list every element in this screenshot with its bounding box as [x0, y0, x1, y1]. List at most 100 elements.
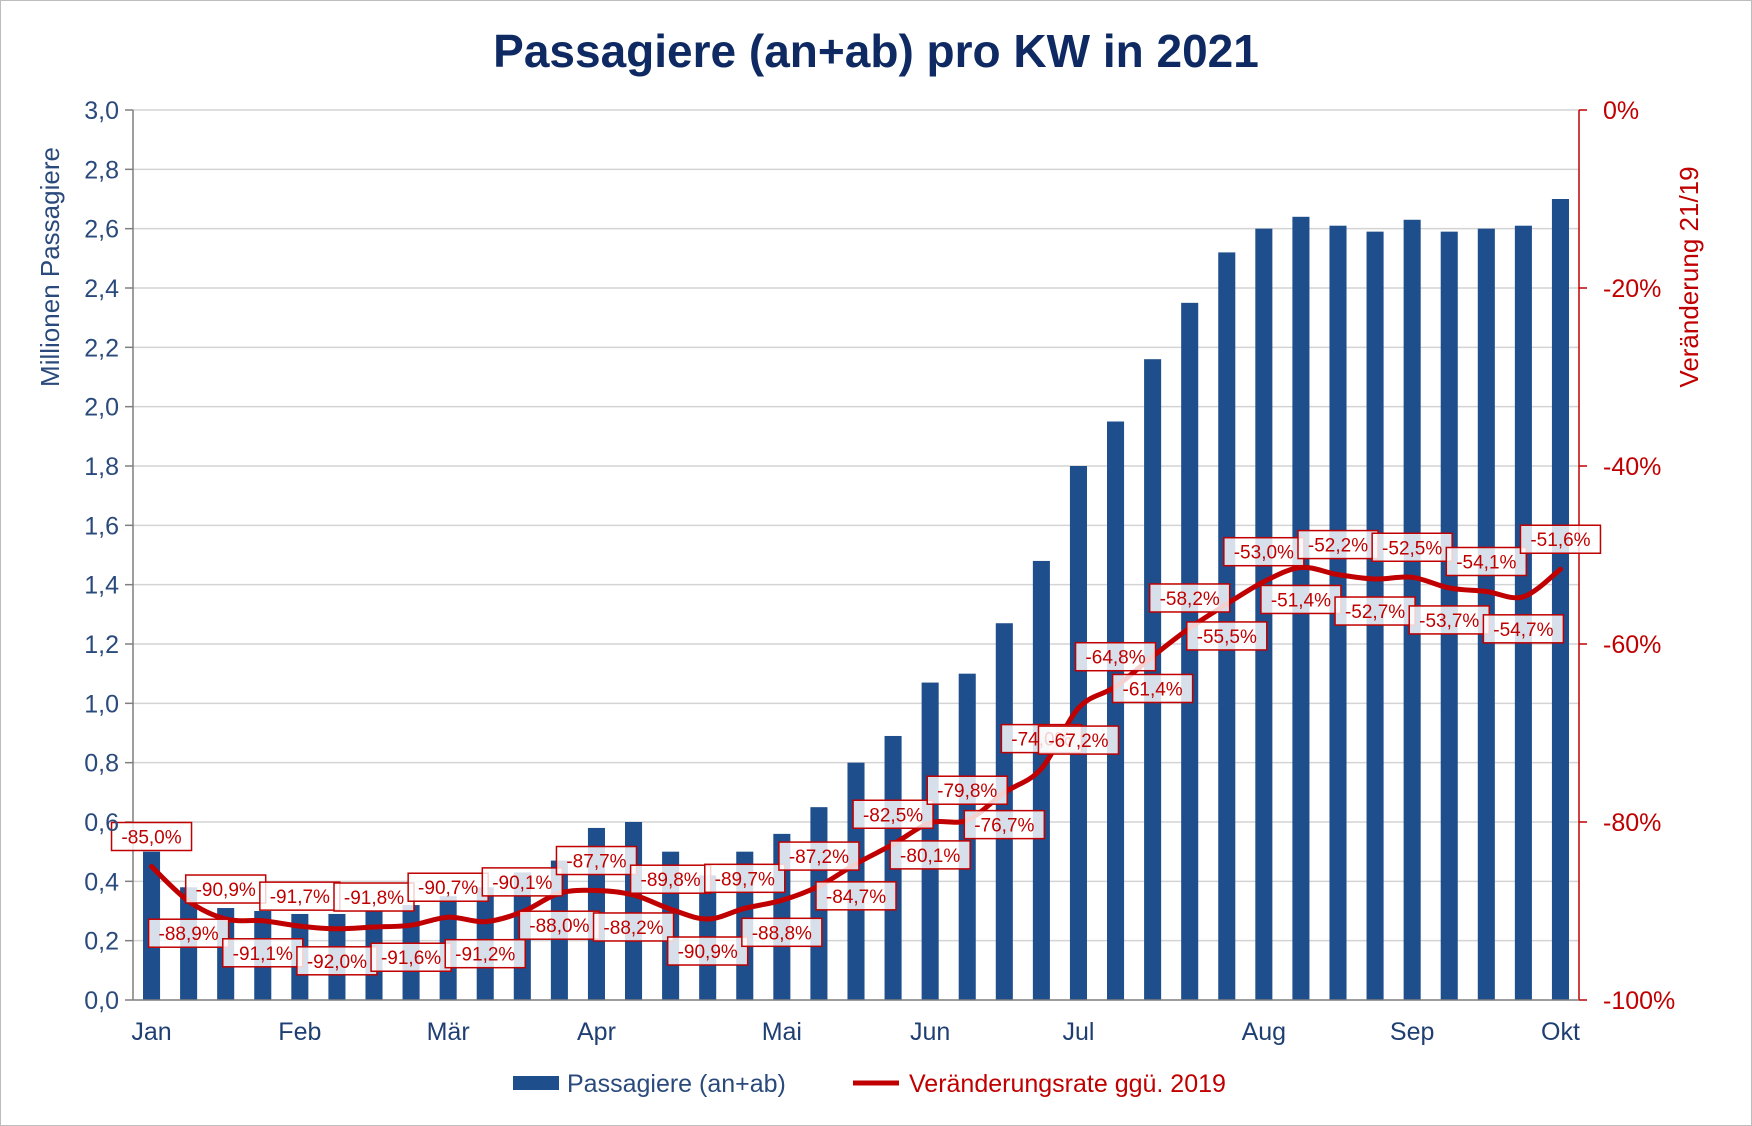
data-label: -54,7% [1482, 614, 1565, 644]
data-label-text: -90,9% [678, 942, 738, 963]
axes [125, 109, 1587, 1001]
data-label: -89,7% [704, 863, 786, 894]
chart-title: Passagiere (an+ab) pro KW in 2021 [493, 25, 1259, 77]
data-label: -91,2% [444, 938, 526, 969]
y-tick-label-left: 0,8 [84, 750, 119, 778]
data-label-text: -52,2% [1308, 536, 1368, 557]
data-label: -87,2% [778, 841, 860, 871]
y-tick-label-left: 2,8 [84, 156, 119, 184]
data-label-box [333, 882, 415, 912]
data-label-box [444, 938, 526, 969]
data-label-text: -90,9% [196, 880, 256, 901]
data-label: -67,2% [1037, 725, 1120, 755]
legend-label-bar: Passagiere (an+ab) [567, 1070, 786, 1098]
data-label: -76,7% [963, 809, 1046, 840]
data-label: -54,1% [1445, 546, 1528, 577]
data-label-box [1371, 532, 1453, 562]
data-label-text: -85,0% [121, 828, 181, 849]
data-label-box [555, 845, 638, 876]
data-label-text: -79,8% [937, 781, 997, 802]
y-tick-label-left: 0,6 [84, 809, 119, 837]
data-label: -91,1% [222, 938, 304, 968]
x-tick-label: Okt [1541, 1018, 1580, 1046]
data-label-box [184, 874, 267, 904]
y-tick-label-left: 0,4 [84, 868, 119, 896]
data-label-text: -89,7% [715, 869, 775, 890]
data-label-text: -91,8% [344, 888, 404, 909]
data-label: -82,5% [852, 799, 934, 829]
data-label: -91,7% [259, 881, 341, 911]
data-label-text: -87,7% [566, 852, 626, 873]
data-label: -87,7% [555, 845, 638, 876]
data-label-box [1482, 614, 1565, 644]
data-label: -88,8% [741, 917, 823, 948]
bar [1255, 228, 1273, 1000]
data-label-text: -88,2% [603, 918, 663, 939]
y-tick-label-right: -40% [1603, 453, 1661, 481]
data-label-text: -90,7% [418, 878, 478, 899]
data-label: -52,5% [1371, 532, 1453, 562]
x-tick-label: Aug [1242, 1018, 1286, 1046]
data-label-text: -51,4% [1271, 590, 1331, 611]
data-label-box [259, 881, 341, 911]
data-label-text: -52,7% [1345, 602, 1405, 623]
x-tick-label: Feb [278, 1018, 321, 1046]
data-label-box [296, 946, 378, 976]
y-tick-label-right: -20% [1603, 275, 1661, 303]
data-label-text: -67,2% [1048, 731, 1108, 752]
x-tick-label: Sep [1390, 1018, 1434, 1046]
data-label-text: -89,8% [641, 870, 701, 891]
y-tick-label-left: 3,0 [84, 97, 119, 125]
data-label: -51,4% [1260, 584, 1342, 615]
y-axis-title-left: Millionen Passagiere [35, 147, 65, 387]
bar [1107, 421, 1125, 1000]
legend-label-line: Veränderungsrate ggü. 2019 [909, 1070, 1226, 1098]
data-label-box [852, 799, 934, 829]
data-label-box [778, 841, 860, 871]
data-label: -88,0% [518, 910, 601, 940]
y-tick-label-left: 1,2 [84, 631, 119, 659]
data-label-box [963, 809, 1046, 840]
data-label-text: -82,5% [863, 805, 923, 826]
bar [1181, 302, 1199, 1000]
x-tick-label: Mär [427, 1018, 470, 1046]
data-label: -90,1% [481, 867, 564, 897]
x-tick-label: Apr [577, 1018, 616, 1046]
y-tick-label-left: 2,4 [84, 275, 119, 303]
data-label-text: -91,1% [233, 944, 293, 965]
data-label-text: -91,7% [270, 887, 330, 908]
bar [1551, 199, 1569, 1000]
data-label: -85,0% [110, 821, 193, 852]
data-label-box [1223, 536, 1305, 567]
data-label-text: -64,8% [1085, 648, 1145, 669]
x-tick-label: Jan [131, 1018, 171, 1046]
data-label: -79,8% [926, 775, 1008, 805]
data-label: -90,7% [407, 872, 489, 902]
data-label: -53,0% [1223, 536, 1305, 567]
data-label: -64,8% [1074, 641, 1157, 672]
y-tick-label-left: 1,4 [84, 572, 119, 600]
data-label: -55,5% [1186, 621, 1268, 651]
data-label-box [1445, 546, 1528, 577]
y-tick-label-right: -80% [1603, 809, 1661, 837]
data-label: -91,8% [333, 882, 415, 912]
data-label: -88,9% [147, 918, 230, 948]
data-label-box [1074, 641, 1157, 672]
data-label: -84,7% [815, 881, 897, 911]
data-label: -52,2% [1297, 529, 1379, 560]
data-label: -92,0% [296, 946, 378, 976]
x-tick-label: Jun [910, 1018, 950, 1046]
y-tick-label-right: -100% [1603, 987, 1675, 1015]
data-label-text: -54,7% [1493, 620, 1553, 641]
data-label-text: -84,7% [826, 887, 886, 908]
data-label: -53,7% [1408, 605, 1490, 635]
data-label-box [815, 881, 897, 911]
data-label-box [1148, 583, 1231, 613]
data-label-box [1186, 621, 1268, 651]
y-tick-label-left: 1,6 [84, 512, 119, 540]
data-label-box [1037, 725, 1120, 755]
data-label-text: -92,0% [307, 952, 367, 973]
data-label-box [1260, 584, 1342, 615]
data-label-text: -55,5% [1197, 627, 1257, 648]
